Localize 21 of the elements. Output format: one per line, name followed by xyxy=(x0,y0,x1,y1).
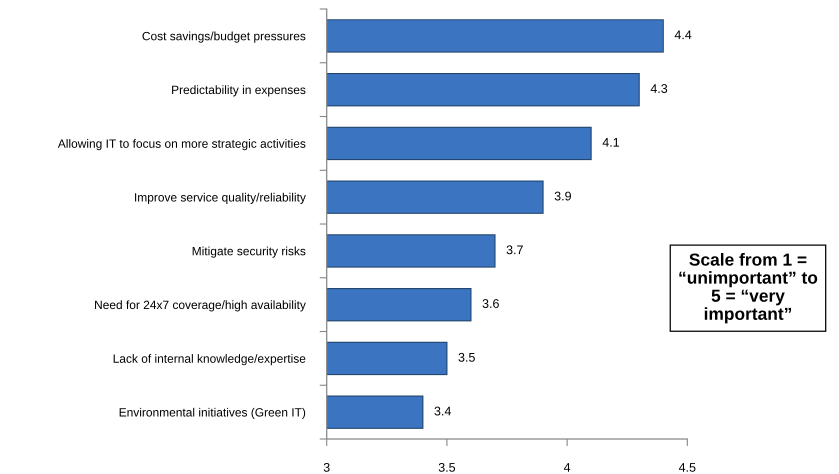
y-tick-label: Improve service quality/reliability xyxy=(135,192,306,204)
y-tick-label: Lack of internal knowledge/expertise xyxy=(114,354,306,366)
y-tick-label: Allowing IT to focus on more strategic activities xyxy=(58,139,306,150)
annotation: Scale from 1 = “unimportant” to 5 = “very important” xyxy=(679,252,818,324)
y-tick-label: Environmental initiatives (Green IT) xyxy=(120,408,306,419)
data-label: 3.4 xyxy=(434,406,451,416)
data-label: 3.5 xyxy=(458,352,475,362)
x-tick-label: 4 xyxy=(564,463,570,472)
y-tick-label: Mitigate security risks xyxy=(192,246,306,258)
x-tick-label: 3.5 xyxy=(438,462,456,472)
data-label: 3.6 xyxy=(482,299,499,308)
data-label: 4.3 xyxy=(650,84,668,93)
y-tick-label: Cost savings/budget pressures xyxy=(142,32,306,43)
data-label: 3.9 xyxy=(554,192,571,200)
y-tick-label: Predictability in expenses xyxy=(172,85,306,96)
data-label: 4.4 xyxy=(674,30,692,40)
x-tick-label: 3 xyxy=(324,462,330,472)
data-label: 4.1 xyxy=(602,138,620,147)
x-tick-label: 4.5 xyxy=(678,463,696,472)
data-label: 3.7 xyxy=(506,245,523,254)
y-tick-label: Need for 24x7 coverage/high availability xyxy=(95,300,306,312)
